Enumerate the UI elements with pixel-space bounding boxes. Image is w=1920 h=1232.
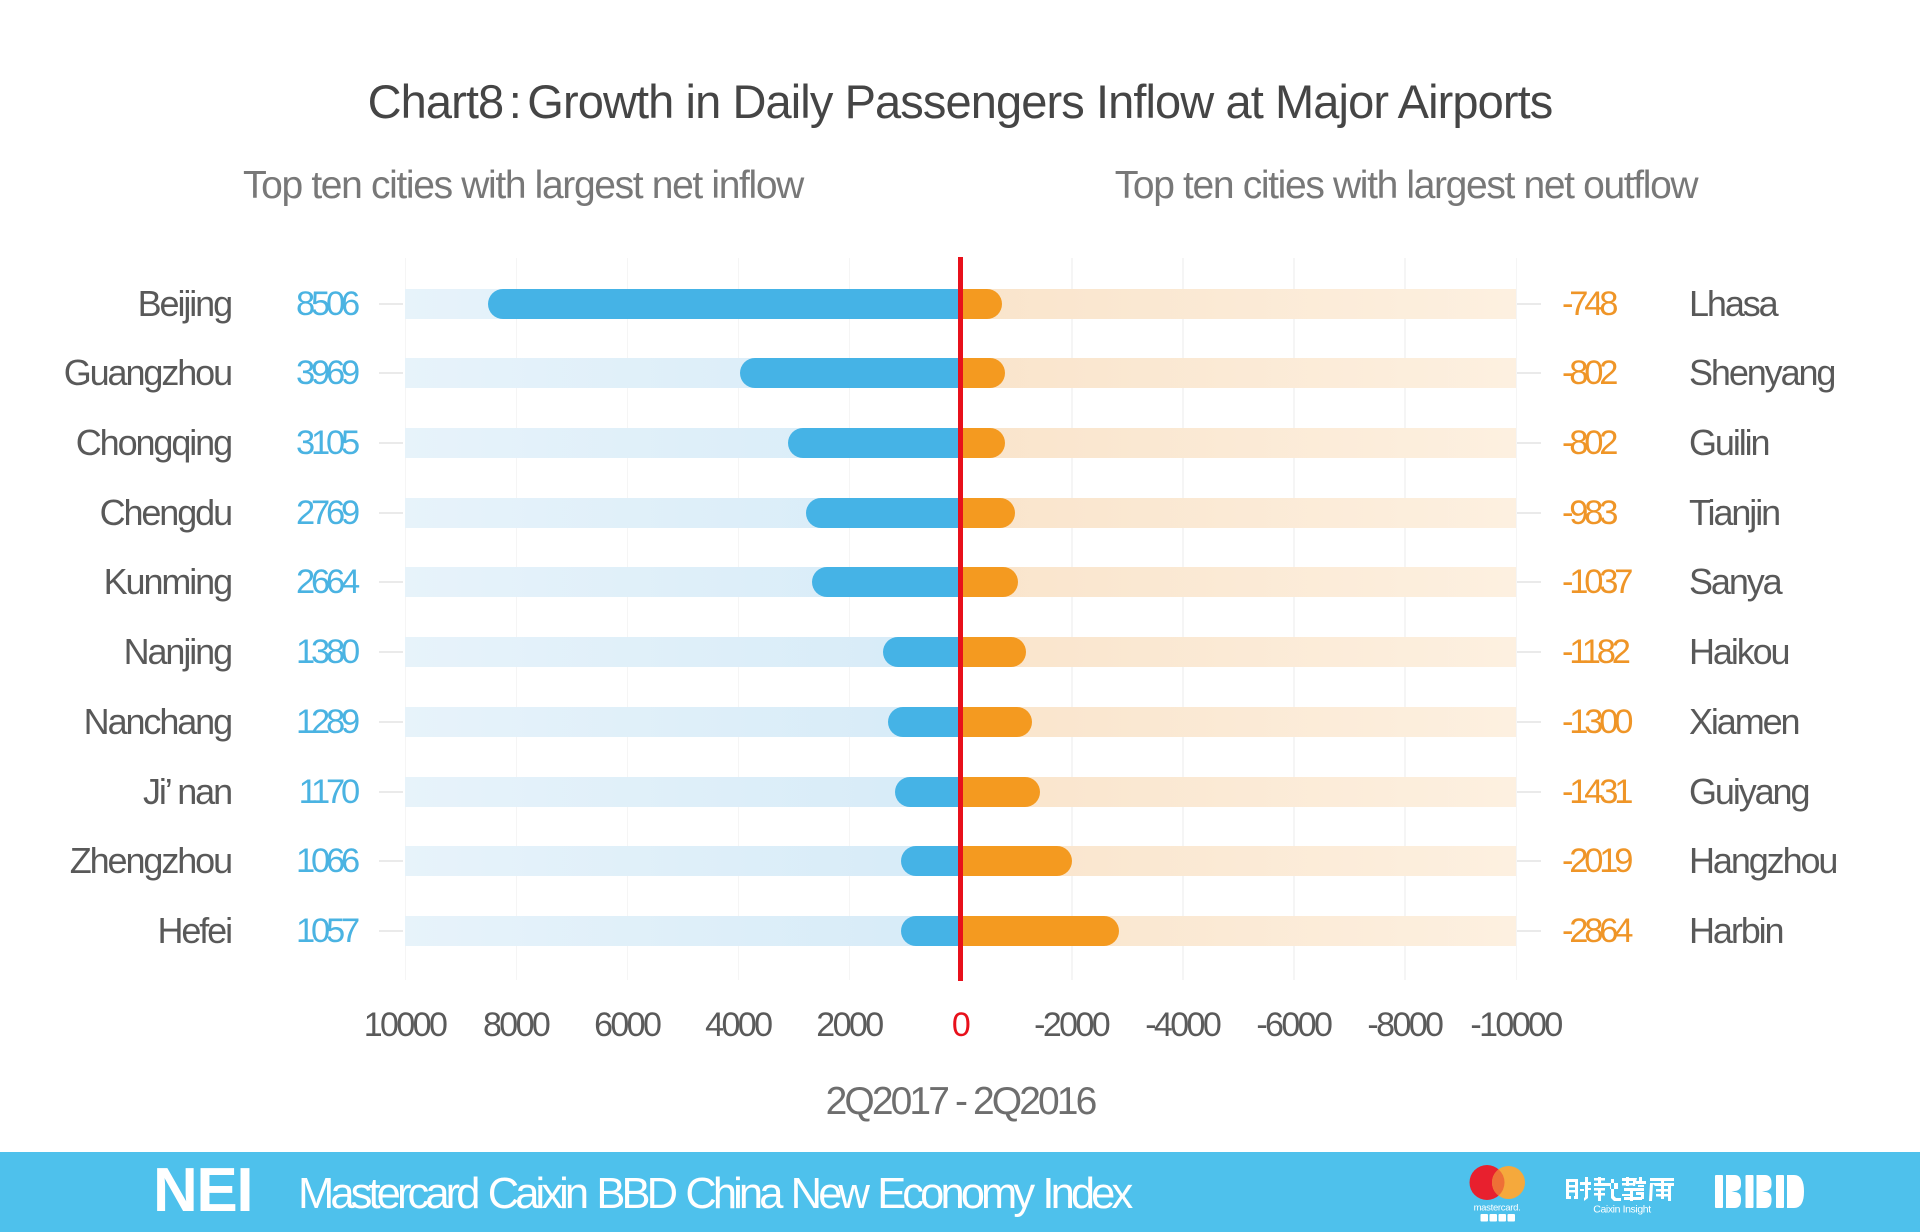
svg-text:mastercard.: mastercard. [1474, 1203, 1521, 1214]
svg-text:Caixin Insight: Caixin Insight [1593, 1204, 1651, 1216]
